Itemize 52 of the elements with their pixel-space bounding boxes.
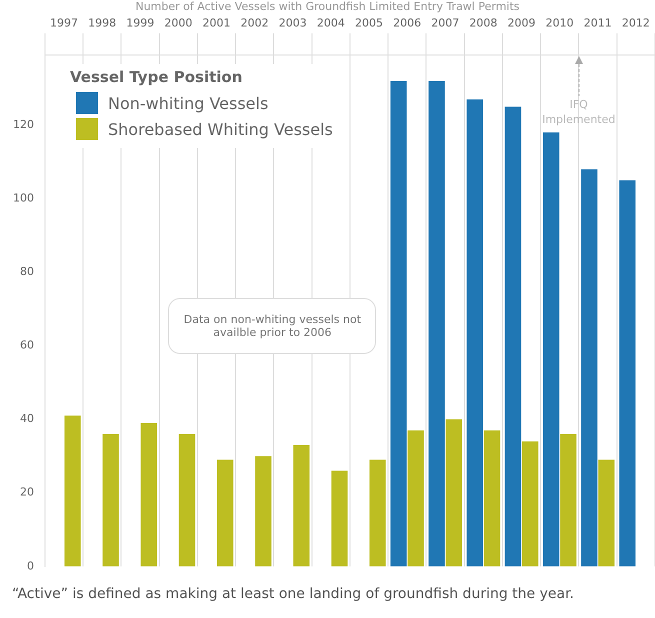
legend-label: Shorebased Whiting Vessels — [108, 120, 333, 138]
bar — [619, 180, 636, 566]
legend-label: Non-whiting Vessels — [108, 94, 268, 112]
y-tick-label: 40 — [20, 412, 34, 426]
bar — [293, 445, 310, 566]
bar — [369, 460, 386, 566]
bar — [446, 419, 462, 566]
x-tick-label: 2004 — [316, 16, 345, 30]
x-tick-label: 2003 — [278, 16, 307, 30]
x-tick-label: 1997 — [50, 16, 78, 30]
bar — [102, 434, 119, 566]
bar — [255, 456, 272, 566]
x-tick-label: 2008 — [469, 16, 498, 30]
x-tick-label: 1999 — [126, 16, 154, 30]
bar — [504, 106, 522, 566]
y-tick-label: 120 — [12, 118, 34, 131]
x-tick-label: 1998 — [88, 16, 116, 30]
x-tick-label: 2006 — [393, 16, 422, 30]
bar — [331, 470, 348, 566]
bar — [408, 430, 424, 566]
bar — [390, 80, 407, 566]
bar — [216, 460, 234, 566]
y-tick-label: 100 — [12, 191, 34, 204]
bar — [178, 434, 196, 566]
y-tick-label: 60 — [20, 338, 34, 352]
bar — [466, 99, 484, 566]
x-tick-label: 2011 — [584, 16, 612, 30]
x-tick-label: 2009 — [508, 16, 536, 30]
annotation: IFQ Implemented — [541, 97, 616, 128]
bar — [64, 416, 81, 566]
x-tick-label: 2012 — [622, 16, 650, 30]
x-tick-label: 2010 — [546, 16, 574, 30]
bar — [581, 169, 598, 566]
legend-title: Vessel Type Position — [70, 68, 244, 86]
chart-title: Number of Active Vessels with Groundfish Limited Entry Trawl Permits — [134, 0, 521, 13]
bar — [560, 434, 576, 566]
bar — [598, 460, 615, 566]
x-tick-label: 2000 — [164, 16, 192, 30]
bar — [428, 80, 445, 566]
bar — [484, 430, 500, 566]
x-tick-label: 2002 — [240, 16, 269, 30]
x-tick-label: 2001 — [202, 16, 231, 30]
text: “Active” is defined as making at least one landing of groundfish during the year. — [12, 586, 574, 602]
bar — [140, 422, 158, 566]
x-tick-label: 2007 — [431, 16, 460, 30]
bar — [542, 132, 560, 566]
y-tick-label: 20 — [20, 486, 34, 499]
y-tick-label: 0 — [26, 559, 34, 572]
x-tick-label: 2005 — [355, 16, 384, 30]
y-tick-label: 80 — [20, 265, 34, 278]
callout-box: Data on non-whiting vessels not availble prior to 2006 — [168, 298, 376, 354]
bar — [522, 441, 538, 566]
